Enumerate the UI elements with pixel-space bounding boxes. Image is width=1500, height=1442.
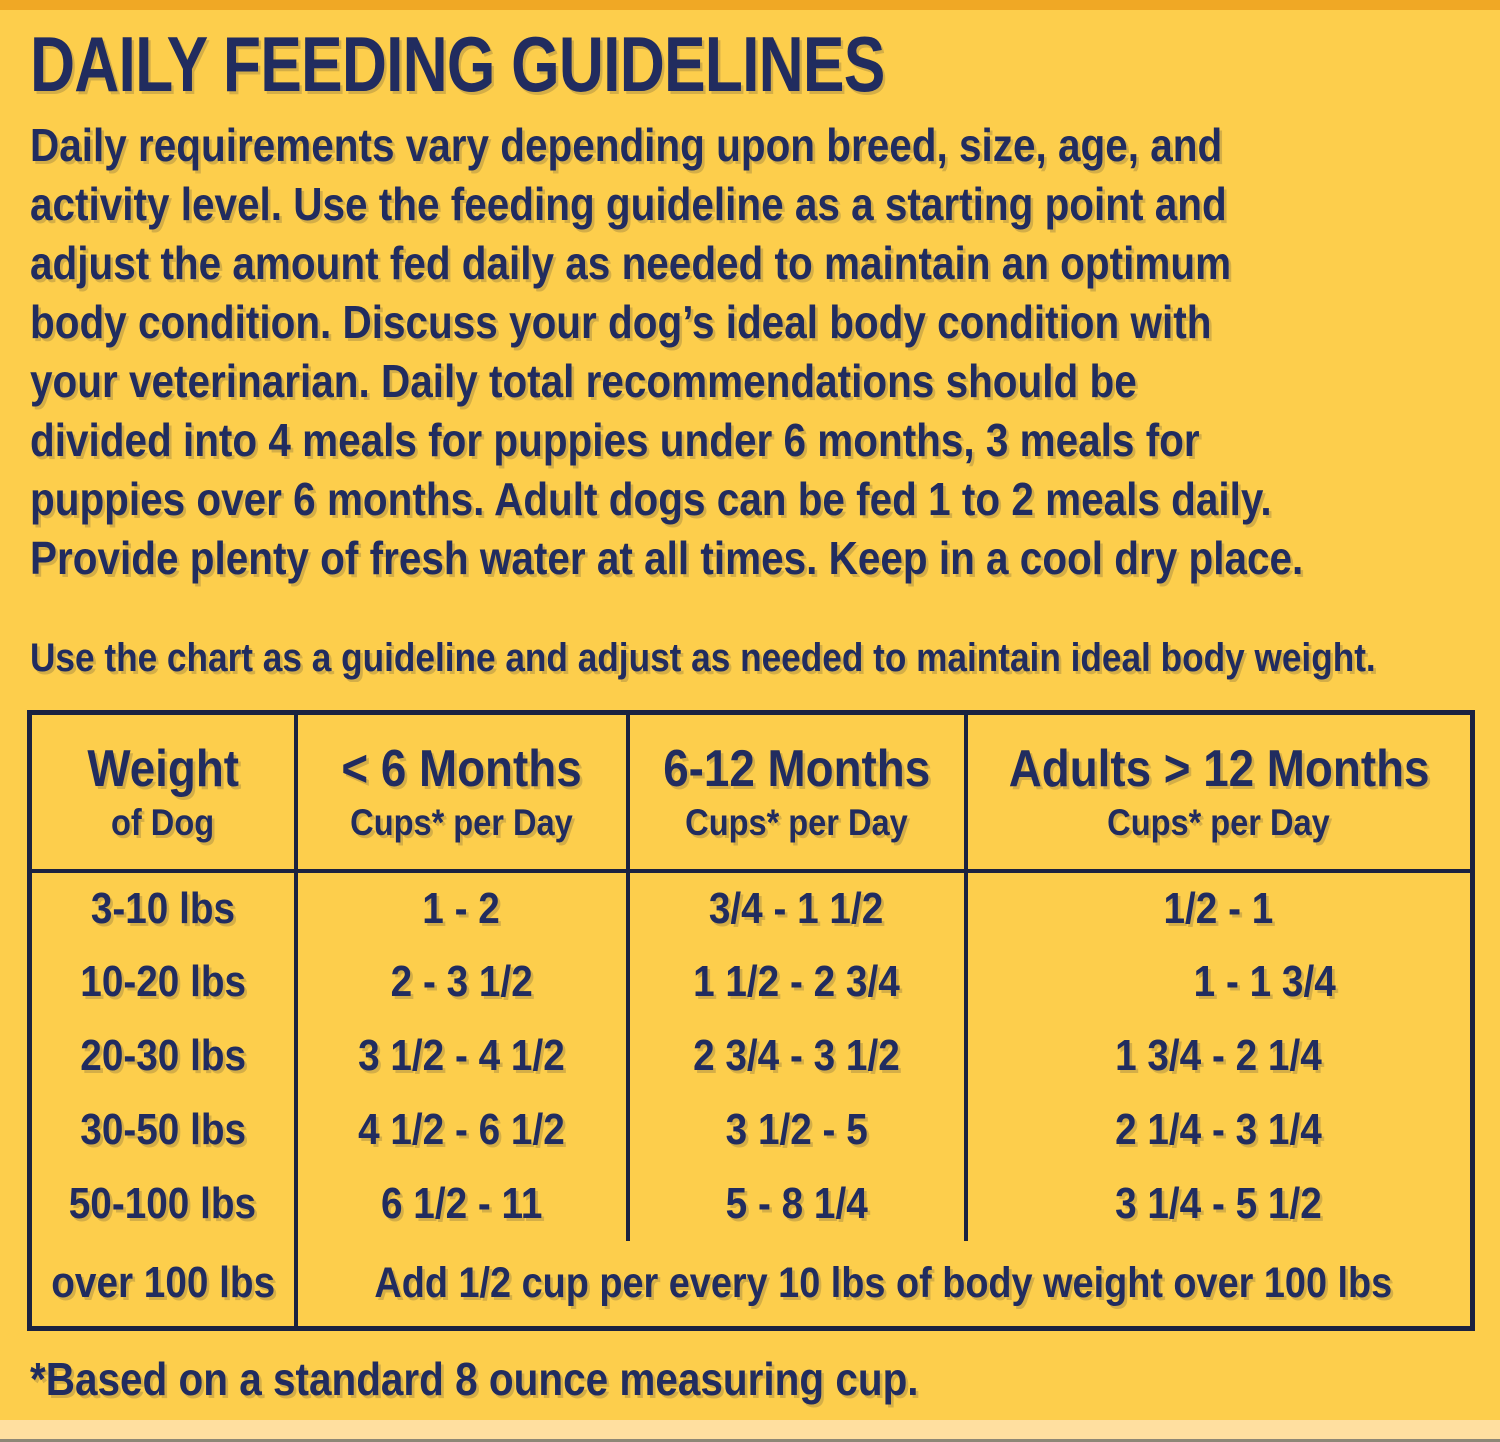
weight-cell: 3-10 lbs [90, 883, 235, 933]
intro-paragraph: Daily requirements vary depending upon b… [30, 116, 1500, 588]
table-row: 50-100 lbs 6 1/2 - 11 5 - 8 1/4 3 1/4 - … [30, 1166, 1473, 1241]
page-title: DAILY FEEDING GUIDELINES [30, 24, 1500, 104]
over-100-lbs-note-cell: Add 1/2 cup per every 10 lbs of body wei… [293, 1240, 1473, 1329]
6-12-months-cell: 3 1/2 - 5 [625, 1092, 966, 1167]
intro-line: Daily requirements vary depending upon b… [30, 119, 1223, 171]
under-6-months-cell: 6 1/2 - 11 [293, 1166, 628, 1241]
weight-cell: over 100 lbs [50, 1258, 275, 1308]
under-6-months-cell: 4 1/2 - 6 1/2 [293, 1092, 628, 1167]
adults-cell: 3 1/4 - 5 1/2 [963, 1166, 1473, 1241]
table-row: 3-10 lbs 1 - 2 3/4 - 1 1/2 1/2 - 1 [30, 870, 1473, 945]
table-row-over-100: over 100 lbs Add 1/2 cup per every 10 lb… [30, 1240, 1473, 1329]
col-header-subtitle: of Dog [111, 801, 215, 843]
col-header-under-6-months: < 6 Months Cups* per Day [293, 712, 628, 873]
intro-line: Provide plenty of fresh water at all tim… [30, 532, 1304, 584]
chart-usage-note: Use the chart as a guideline and adjust … [30, 636, 1376, 680]
feeding-table-body: 3-10 lbs 1 - 2 3/4 - 1 1/2 1/2 - 1 10-20… [30, 870, 1473, 1329]
intro-line: activity level. Use the feeding guidelin… [30, 178, 1227, 230]
col-header-title: 6-12 Months [663, 739, 930, 798]
weight-cell: 10-20 lbs [79, 956, 246, 1006]
bottom-edge-band [0, 1420, 1500, 1442]
6-12-months-cell: 2 3/4 - 3 1/2 [625, 1018, 966, 1093]
table-row: 20-30 lbs 3 1/2 - 4 1/2 2 3/4 - 3 1/2 1 … [30, 1018, 1473, 1093]
col-header-subtitle: Cups* per Day [1107, 801, 1331, 843]
col-header-title: Weight [86, 739, 239, 798]
adults-cell: 1 - 1 3/4 [963, 944, 1473, 1019]
adults-cell: 1 3/4 - 2 1/4 [963, 1018, 1473, 1093]
table-row: 10-20 lbs 2 - 3 1/2 1 1/2 - 2 3/4 1 - 1 … [30, 944, 1473, 1019]
intro-line: body condition. Discuss your dog’s ideal… [30, 296, 1212, 348]
adults-cell: 2 1/4 - 3 1/4 [963, 1092, 1473, 1167]
col-header-adults: Adults > 12 Months Cups* per Day [963, 712, 1473, 873]
under-6-months-cell: 2 - 3 1/2 [293, 944, 628, 1019]
intro-line: adjust the amount fed daily as needed to… [30, 237, 1232, 289]
6-12-months-cell: 1 1/2 - 2 3/4 [625, 944, 966, 1019]
feeding-table: Weight of Dog < 6 Months Cups* per Day 6… [27, 710, 1475, 1331]
col-header-subtitle: Cups* per Day [685, 801, 908, 843]
col-header-title: < 6 Months [341, 739, 582, 798]
under-6-months-cell: 1 - 2 [293, 870, 628, 945]
adults-cell: 1/2 - 1 [963, 870, 1473, 945]
top-edge-band [0, 0, 1500, 10]
header-row: Weight of Dog < 6 Months Cups* per Day 6… [29, 712, 1473, 873]
under-6-months-cell: 3 1/2 - 4 1/2 [293, 1018, 628, 1093]
footnote: *Based on a standard 8 ounce measuring c… [30, 1353, 919, 1405]
weight-cell: 50-100 lbs [69, 1178, 257, 1228]
col-header-title: Adults > 12 Months [1008, 739, 1430, 798]
weight-cell: 20-30 lbs [79, 1030, 246, 1080]
col-header-6-12-months: 6-12 Months Cups* per Day [625, 712, 966, 873]
intro-line: puppies over 6 months. Adult dogs can be… [30, 473, 1272, 525]
6-12-months-cell: 5 - 8 1/4 [625, 1166, 966, 1241]
weight-cell: 30-50 lbs [79, 1104, 246, 1154]
intro-line: divided into 4 meals for puppies under 6… [30, 414, 1200, 466]
table-row: 30-50 lbs 4 1/2 - 6 1/2 3 1/2 - 5 2 1/4 … [30, 1092, 1473, 1167]
page-title-text: DAILY FEEDING GUIDELINES [30, 20, 885, 108]
feeding-table-header: Weight of Dog < 6 Months Cups* per Day 6… [29, 712, 1473, 873]
6-12-months-cell: 3/4 - 1 1/2 [625, 870, 966, 945]
col-header-weight: Weight of Dog [29, 712, 296, 873]
intro-line: your veterinarian. Daily total recommend… [30, 355, 1137, 407]
col-header-subtitle: Cups* per Day [350, 801, 573, 843]
